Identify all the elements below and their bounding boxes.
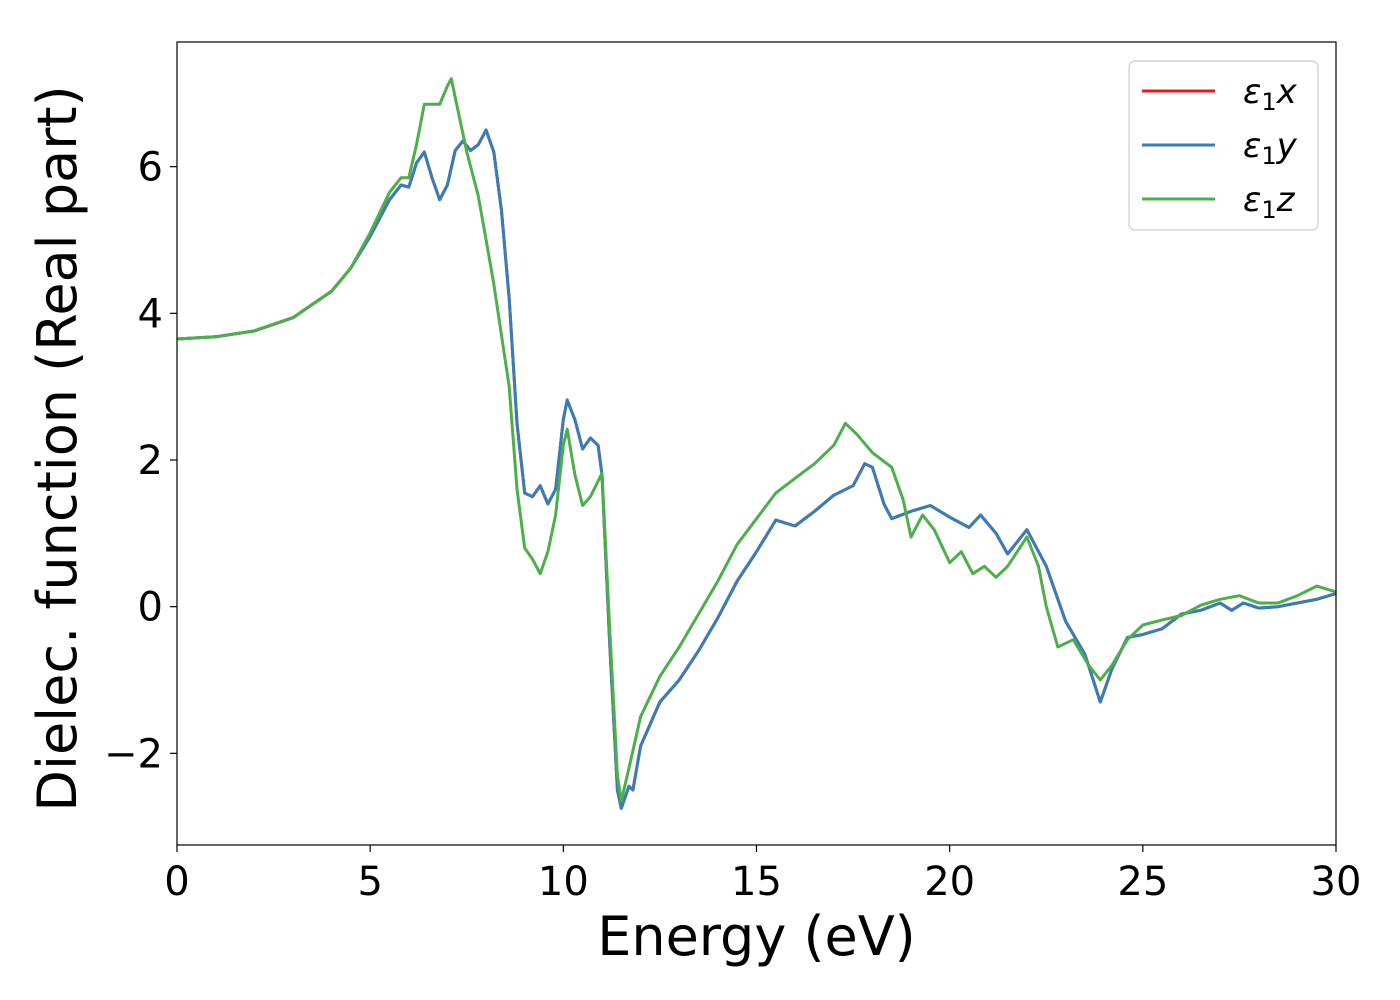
x-tick-label: 25 [1117,859,1168,905]
y-tick-label: 2 [138,438,163,484]
x-tick-label: 20 [924,859,975,905]
legend-label-base: ε [1243,126,1261,166]
series-line-2 [177,128,1336,810]
x-axis-title: Energy (eV) [597,905,916,968]
x-tick-label: 30 [1311,859,1362,905]
series-line-3 [177,77,1336,803]
legend-label-subscript: 1 [1261,142,1276,170]
x-tick-label: 15 [731,859,782,905]
x-tick-label: 10 [538,859,589,905]
legend-label-2: ε1y [1243,126,1298,170]
series-line-1 [177,128,1336,810]
y-axis-title: Dielec. function (Real part) [26,85,89,811]
legend-label-variable: y [1276,126,1298,166]
x-axis: 0 5 10 15 20 25 30 [164,845,1361,905]
legend-label-variable: z [1276,180,1296,220]
y-tick-label: 6 [138,145,163,191]
x-tick-label: 0 [164,859,189,905]
y-axis: −2 0 2 4 6 [104,145,177,777]
x-tick-label: 5 [357,859,382,905]
legend-label-base: ε [1243,72,1261,112]
legend-label-variable: x [1276,72,1298,112]
legend-label-1: ε1x [1243,72,1298,116]
series-layer [177,77,1336,810]
legend-box [1128,60,1319,231]
legend-label-subscript: 1 [1261,196,1276,224]
y-tick-label: 0 [138,585,163,631]
y-tick-label: −2 [104,731,163,777]
legend-label-subscript: 1 [1261,88,1276,116]
legend-label-base: ε [1243,180,1261,220]
y-tick-label: 4 [138,291,163,337]
legend-label-3: ε1z [1243,180,1296,224]
